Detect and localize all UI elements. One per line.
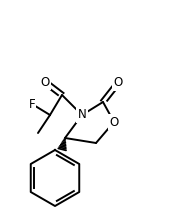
Text: O: O	[109, 115, 119, 129]
Text: O: O	[113, 76, 123, 90]
Text: O: O	[40, 76, 50, 88]
Text: F: F	[29, 97, 35, 111]
Text: N: N	[78, 108, 86, 122]
